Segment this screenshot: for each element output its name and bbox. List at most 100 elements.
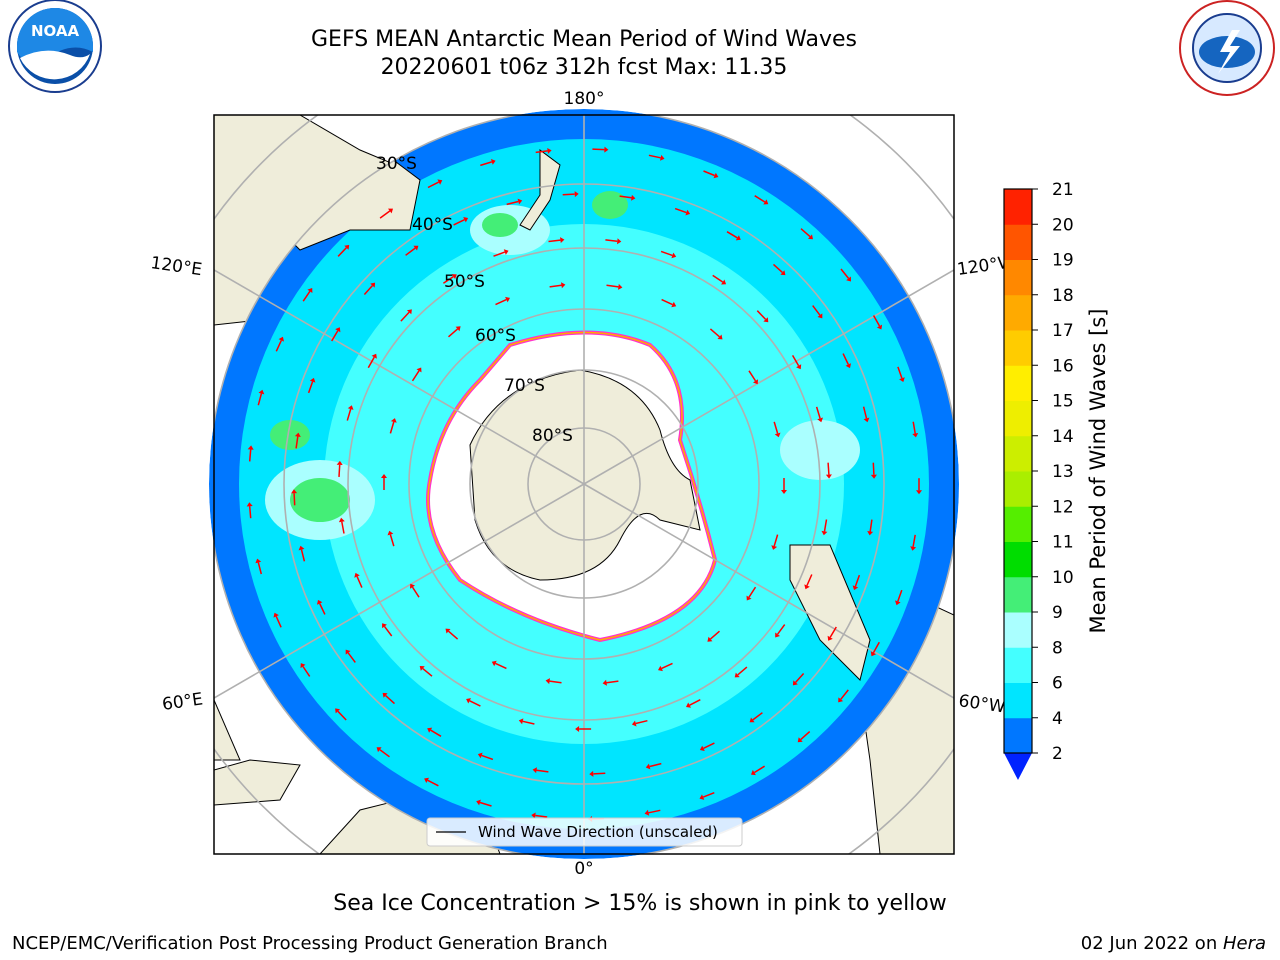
wind-wave-arrow-shaft [430,729,442,737]
colorbar-tick-label: 19 [1052,251,1074,271]
wind-wave-arrow-head [686,702,691,708]
wind-wave-arrow-shaft [341,521,345,534]
wind-wave-arrow-shaft [752,712,763,721]
colorbar-segment [1004,682,1032,719]
wind-wave-arrow-shaft [912,534,916,547]
wind-wave-arrow-head [561,282,566,289]
wind-wave-arrow-shaft [703,170,715,177]
antarctica [469,369,701,581]
wind-wave-arrow-shaft [295,436,299,449]
wind-wave-arrow-head [424,777,429,783]
wind-wave-arrow-shaft [872,641,880,654]
wind-wave-arrow-head [617,238,622,245]
wind-wave-arrow-head [335,708,340,714]
wind-wave-arrow-head [796,364,802,370]
wind-wave-arrow-head [774,432,781,438]
wind-wave-arrow-shaft [411,586,420,598]
wind-wave-arrow-shaft [522,720,535,725]
colorbar-segment [1004,506,1032,542]
wind-wave-arrow-head [388,208,393,214]
wind-wave-arrow-head [503,249,509,255]
wind-wave-arrow-shaft [293,493,296,506]
wind-wave-arrow-head [307,288,313,293]
wind-wave-arrow-head [545,678,550,685]
wind-wave-arrow-shaft [275,615,282,628]
wind-wave-arrow-shaft [872,315,881,327]
wind-wave-arrow-shaft [606,284,619,288]
wind-wave-arrow-shaft [897,366,903,379]
wind-wave-arrow-shaft [347,652,356,663]
wind-wave-arrow-shaft [536,769,549,773]
wind-wave-arrow-head [846,276,851,282]
wind-wave-arrow-shaft [756,310,767,320]
wind-wave-arrow-shaft [257,562,263,575]
wind-wave-arrow-shaft [319,603,326,615]
wind-wave-arrow-shaft [411,370,420,382]
wind-wave-arrow-head [455,326,461,332]
colorbar-segment [1004,471,1032,507]
wind-wave-arrows [246,146,922,822]
wind-wave-arrow-shaft [548,239,561,243]
colorbar-tick-label: 21 [1052,180,1074,200]
wind-wave-arrow-shaft [275,340,282,352]
wind-wave-arrow-shaft [605,239,618,242]
wind-wave-arrow-shaft [726,231,738,239]
wind-wave-arrow-head [899,377,905,382]
wind-wave-arrow-head [602,679,607,686]
wind-wave-arrow-head [427,727,433,733]
wind-wave-arrow-shaft [660,250,673,257]
wind-wave-arrow-shaft [773,534,779,547]
wind-wave-arrow-shaft [800,731,811,741]
wind-wave-arrow-shaft [754,765,765,774]
colorbar-tick-label: 11 [1052,533,1074,553]
colorbar-segment [1004,400,1032,437]
wind-wave-arrow-head [381,474,387,478]
colorbar-tick-label: 12 [1052,497,1074,517]
meridians [214,115,954,854]
wind-wave-arrow-head [699,745,705,751]
wind-wave-arrow-shaft [712,274,724,283]
colorbar-tick-label: 2 [1052,744,1063,764]
wind-wave-arrow-shaft [337,247,347,257]
colorbar-tick-label: 16 [1052,356,1074,376]
wind-wave-arrow-shaft [854,574,861,587]
run-date-credit: 02 Jun 2022 on Hera [1081,933,1266,954]
wind-wave-arrow-head [717,334,723,340]
wind-wave-arrow-shaft [337,710,347,721]
colorbar-tick-label: 8 [1052,638,1063,658]
wind-wave-arrow-head [574,191,579,198]
colorbar-tick-label: 20 [1052,215,1074,235]
wind-wave-arrow-head [867,531,874,536]
lon-label-60e: 60°E [161,689,204,714]
wind-wave-arrow-head [531,812,536,819]
colorbar-tick-label: 4 [1052,709,1063,729]
wind-wave-arrow-head [863,417,870,423]
wind-wave-arrow-head [817,313,823,319]
lat-label-50s: 50°S [444,272,485,292]
wind-wave-arrow-shaft [506,200,519,206]
wind-wave-arrow-head [491,660,497,667]
wind-wave-arrow-shaft [427,181,440,189]
wind-wave-arrow-shaft [840,689,849,700]
wind-wave-arrow-shaft [248,449,252,462]
wind-wave-arrow-shaft [469,700,481,707]
colorbar-tick-label: 9 [1052,603,1063,623]
wind-wave-arrow-shaft [748,370,757,382]
svg-text:NOAA: NOAA [31,22,80,40]
lat-label-70s: 70°S [504,376,545,396]
wind-wave-arrow-head [410,583,415,589]
wind-wave-arrow-head [797,737,803,743]
wind-wave-arrow-head [517,198,523,205]
lat-label-40s: 40°S [412,215,453,235]
wind-wave-arrow-head [560,237,565,243]
wind-wave-arrow-head [589,770,594,777]
wind-wave-arrow-head [382,623,387,629]
wind-wave-arrow-head [437,179,443,185]
wind-wave-arrow-shaft [535,814,548,818]
wind-wave-arrow-head [604,146,609,153]
wind-wave-arrow-shaft [448,630,459,640]
wind-wave-arrow-shaft [862,406,868,419]
lat-label-30s: 30°S [376,154,417,174]
wind-wave-arrow-shaft [379,749,390,758]
wind-wave-arrow-head [645,763,651,770]
